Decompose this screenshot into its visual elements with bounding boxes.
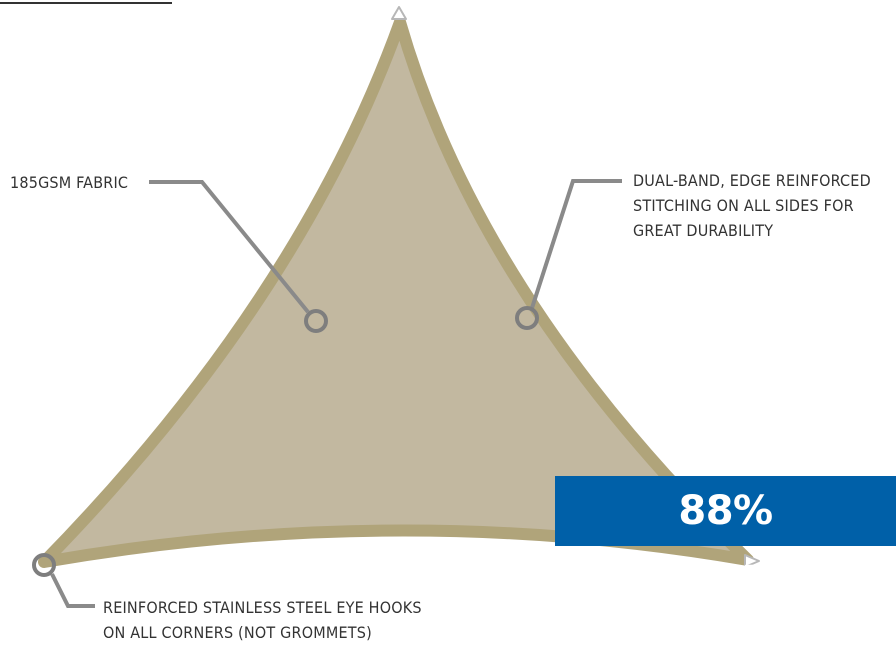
eye-hook-top-icon <box>391 6 407 20</box>
blockage-badge: 88% BLOCKAGE <box>555 476 896 604</box>
shade-sail-triangle <box>38 16 754 568</box>
hooks-callout-line: ON ALL CORNERS (NOT GROMMETS) <box>103 623 372 642</box>
fabric-leader-line <box>149 180 310 314</box>
eye-hook-right-icon <box>744 554 760 568</box>
hooks-callout-label: REINFORCED STAINLESS STEEL EYE HOOKS ON … <box>103 595 422 645</box>
fabric-callout-line: 185GSM FABRIC <box>10 173 129 192</box>
stitching-callout-label: DUAL-BAND, EDGE REINFORCED STITCHING ON … <box>633 168 871 243</box>
fabric-callout-ring-icon <box>304 309 328 333</box>
stitching-callout-line: DUAL-BAND, EDGE REINFORCED <box>633 171 871 190</box>
stitching-callout-line: STITCHING ON ALL SIDES FOR <box>633 196 854 215</box>
fabric-callout-label: 185GSM FABRIC <box>10 170 128 195</box>
stitching-leader-line <box>530 179 622 309</box>
hooks-leader-line <box>50 573 95 608</box>
stitching-callout-line: GREAT DURABILITY <box>633 221 774 240</box>
stitching-callout-ring-icon <box>515 306 539 330</box>
hooks-callout-ring-icon <box>32 553 56 577</box>
hooks-callout-line: REINFORCED STAINLESS STEEL EYE HOOKS <box>103 598 422 617</box>
